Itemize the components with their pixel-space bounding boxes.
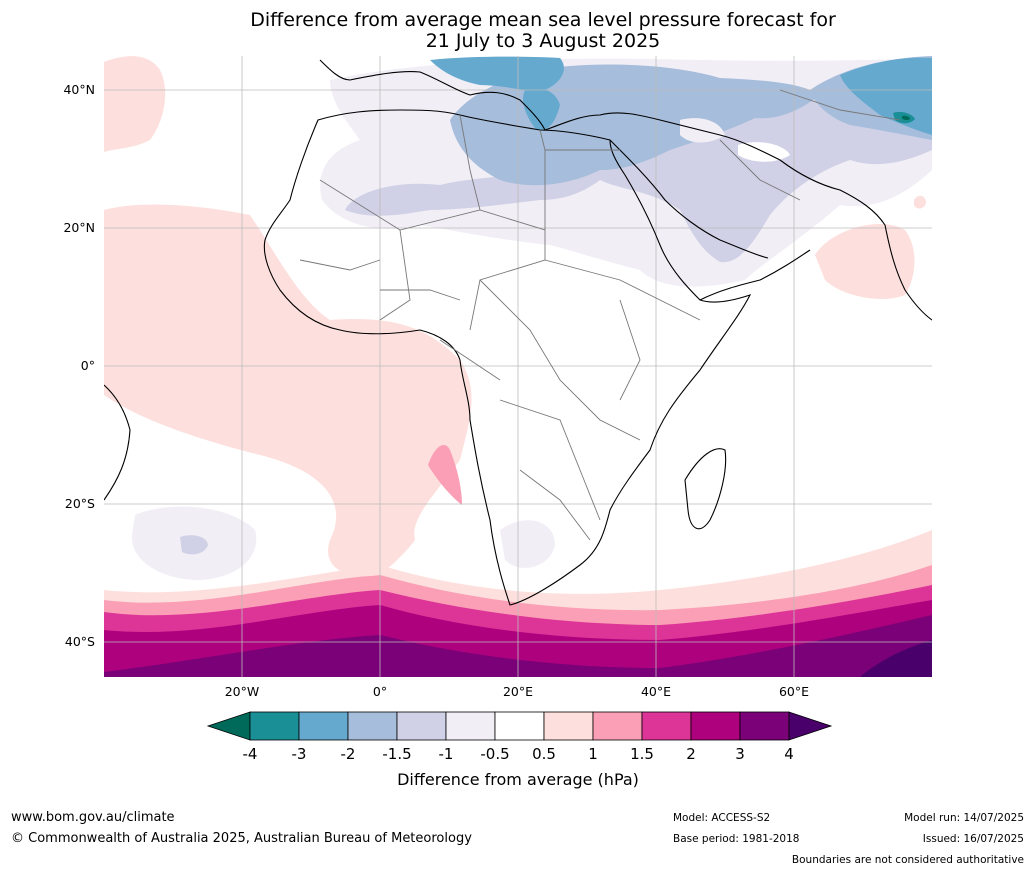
footer-model: Model: ACCESS-S2 <box>673 812 771 824</box>
colorbar-tick-label: 4 <box>784 745 794 763</box>
colorbar-tick-label: -4 <box>243 745 258 763</box>
contour-neg-1-satl <box>180 535 208 555</box>
lat-label: 20°S <box>65 496 95 511</box>
contour-hole-sahara <box>365 139 410 157</box>
map-title: Difference from average mean sea level p… <box>0 10 1035 52</box>
contour-pos-0.5-arabian <box>815 224 915 300</box>
lon-label: 20°W <box>225 684 260 699</box>
colorbar-tick-label: 1 <box>588 745 598 763</box>
colorbar-segment <box>690 711 741 741</box>
footer-base-period: Base period: 1981-2018 <box>673 833 800 845</box>
colorbar-segment <box>347 711 398 741</box>
colorbar-segment <box>249 711 300 741</box>
colorbar-segment <box>641 711 692 741</box>
colorbar-tick-label: -0.5 <box>480 745 509 763</box>
colorbar-tick-label: -1.5 <box>382 745 411 763</box>
colorbar-arrow-low <box>206 711 251 741</box>
colorbar-tick-label: -1 <box>439 745 454 763</box>
colorbar-tick-label: -2 <box>341 745 356 763</box>
contour-pos-0.5-northwest <box>104 56 166 152</box>
footer-disclaimer: Boundaries are not considered authoritat… <box>791 854 1024 866</box>
colorbar-segment <box>396 711 447 741</box>
latitude-labels: 40°N 20°N 0° 20°S 40°S <box>63 82 95 649</box>
contour-pos-4-south <box>860 640 932 677</box>
lat-label: 20°N <box>63 220 95 235</box>
colorbar-tick-label: 3 <box>735 745 745 763</box>
contour-neg-4-east <box>902 115 910 121</box>
contour-neg-2-greece <box>523 87 560 131</box>
lon-label: 60°E <box>779 684 809 699</box>
colorbar-tick-label: 2 <box>686 745 696 763</box>
contour-pos-0.5-small <box>914 195 926 209</box>
lon-label: 20°E <box>503 684 533 699</box>
gridlines <box>104 56 932 677</box>
colorbar-title: Difference from average (hPa) <box>397 770 639 789</box>
footer-model-run: Model run: 14/07/2025 <box>904 812 1024 824</box>
colorbar-segment <box>592 711 643 741</box>
footer-copyright: © Commonwealth of Australia 2025, Austra… <box>11 831 472 846</box>
longitude-labels: 20°W 0° 20°E 40°E 60°E <box>225 684 809 699</box>
lat-label: 0° <box>81 358 95 373</box>
footer-issued: Issued: 16/07/2025 <box>922 833 1024 845</box>
colorbar-segment <box>739 711 790 741</box>
colorbar-tick-label: 0.5 <box>532 745 556 763</box>
colorbar: -4 -3 -2 -1.5 -1 -0.5 0.5 1 1.5 2 3 4 Difference fr… <box>206 711 833 789</box>
contour-neg-2-north <box>430 56 564 92</box>
contour-pos-1-atlantic <box>428 445 462 505</box>
footer-url: www.bom.gov.au/climate <box>11 810 175 825</box>
contour-pos-3-south <box>104 615 932 677</box>
colorbar-segment <box>445 711 496 741</box>
lat-label: 40°S <box>65 634 95 649</box>
lat-label: 40°N <box>63 82 95 97</box>
country-borders <box>299 89 901 541</box>
contour-neg-0.5-safrica <box>500 520 555 568</box>
colorbar-segment <box>543 711 594 741</box>
title-line-2: 21 July to 3 August 2025 <box>425 30 661 52</box>
lon-label: 0° <box>373 684 387 699</box>
lon-label: 40°E <box>641 684 671 699</box>
colorbar-segment <box>494 711 545 741</box>
colorbar-arrow-high <box>788 711 833 741</box>
coastlines <box>104 59 932 606</box>
colorbar-tick-label: -3 <box>292 745 307 763</box>
map-panel <box>104 56 932 677</box>
colorbar-tick-label: 1.5 <box>630 745 654 763</box>
colorbar-segment <box>298 711 349 741</box>
title-line-1: Difference from average mean sea level p… <box>250 9 836 31</box>
